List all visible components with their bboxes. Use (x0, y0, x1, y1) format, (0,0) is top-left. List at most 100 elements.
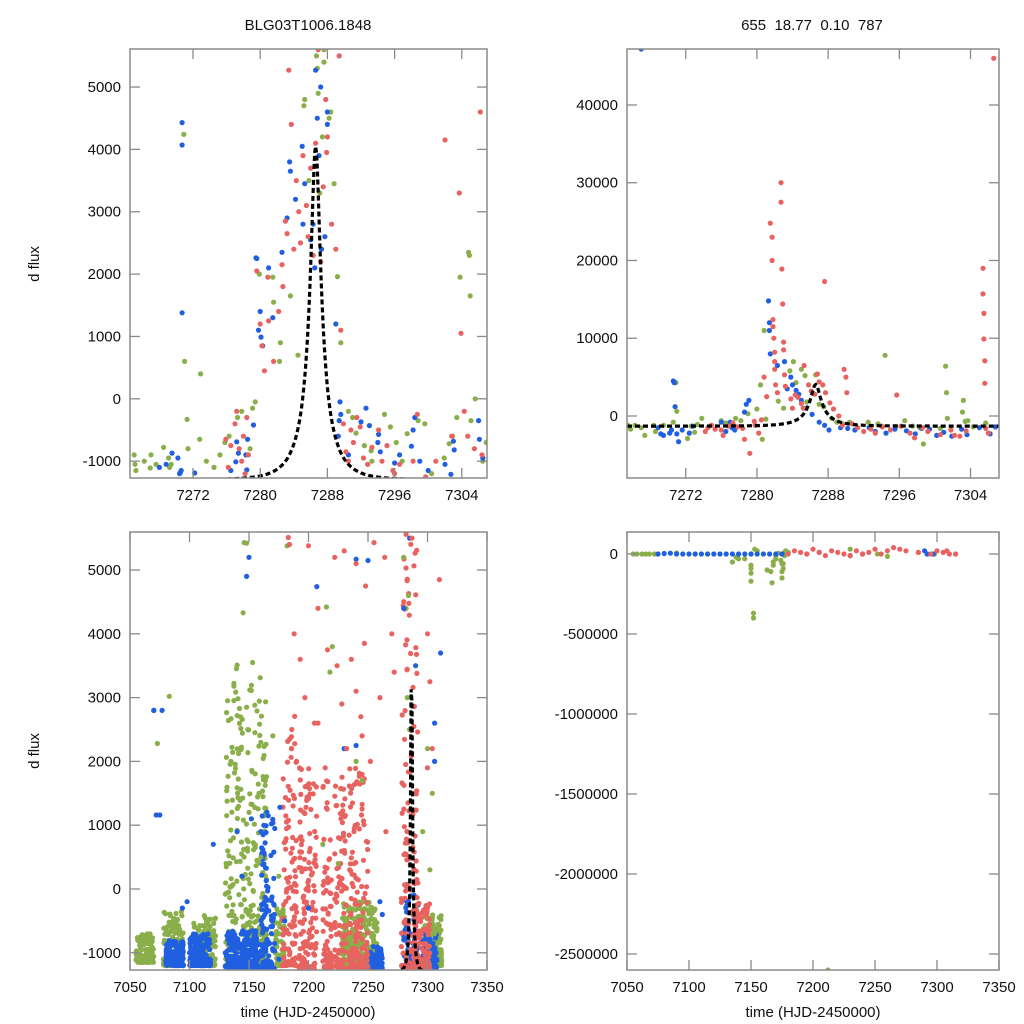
point-red (223, 436, 229, 442)
point-green (847, 546, 853, 552)
point-red (342, 812, 348, 819)
plot-frame (129, 48, 488, 479)
point-green (148, 941, 154, 947)
point-green (161, 444, 167, 450)
y-tick-label: 0 (113, 881, 121, 898)
point-blue (252, 928, 259, 934)
point-red (337, 836, 343, 842)
point-green (225, 698, 231, 704)
point-green (238, 725, 244, 732)
point-blue (230, 932, 237, 938)
point-red (816, 379, 822, 385)
point-green (262, 782, 268, 789)
point-blue (816, 419, 822, 425)
point-red (286, 931, 292, 937)
point-red (756, 430, 762, 436)
point-red (348, 855, 354, 861)
point-blue (392, 460, 398, 466)
point-green (256, 698, 262, 704)
x-tick-label: 7280 (244, 487, 277, 504)
point-green (466, 252, 472, 258)
point-red (414, 411, 420, 417)
point-red (356, 826, 362, 832)
point-blue (270, 315, 276, 321)
point-blue (263, 865, 269, 871)
y-tick-label: 0 (610, 546, 618, 563)
y-tick-label: -500000 (563, 626, 618, 643)
model-curve (185, 146, 446, 478)
point-red (982, 358, 988, 364)
xlabel-bottom-left: time (HJD-2450000) (240, 1004, 375, 1021)
point-green (132, 461, 138, 467)
point-green (768, 569, 774, 575)
point-red (413, 807, 419, 813)
point-red (303, 949, 309, 955)
x-tick-label: 7288 (811, 487, 844, 504)
point-green (738, 418, 744, 424)
point-blue (265, 897, 271, 903)
point-blue (234, 439, 240, 445)
point-blue (193, 960, 199, 966)
point-green (361, 443, 367, 449)
point-red (325, 910, 331, 916)
point-blue (271, 911, 277, 918)
point-blue (238, 949, 245, 956)
point-red (288, 746, 295, 752)
point-red (353, 781, 359, 787)
point-blue (177, 962, 183, 968)
point-green (230, 855, 236, 861)
point-blue (314, 584, 320, 590)
point-red (293, 178, 299, 184)
point-red (951, 432, 958, 438)
point-red (780, 301, 786, 307)
point-red (283, 836, 289, 842)
point-red (341, 548, 347, 554)
point-green (252, 702, 258, 708)
point-green (258, 713, 264, 719)
point-blue (312, 265, 318, 271)
point-red (336, 880, 342, 887)
point-green (230, 902, 236, 908)
point-red (397, 461, 403, 467)
point-green (350, 414, 356, 421)
point-red (320, 184, 326, 190)
point-red (404, 578, 410, 584)
point-red (418, 956, 424, 963)
point-red (718, 427, 724, 433)
point-red (291, 795, 297, 802)
point-red (279, 262, 285, 268)
point-red (336, 947, 343, 954)
point-red (244, 414, 250, 421)
point-red (320, 783, 326, 790)
x-tick-label: 7200 (796, 979, 829, 996)
point-green (235, 790, 241, 796)
point-blue (164, 958, 170, 964)
point-blue (774, 362, 781, 369)
point-red (934, 548, 940, 554)
point-red (301, 809, 307, 816)
point-red (293, 904, 299, 910)
point-blue (433, 950, 439, 956)
point-blue (232, 945, 238, 951)
point-red (425, 932, 431, 938)
point-red (422, 949, 428, 955)
y-tick-label: -2500000 (555, 946, 618, 963)
point-red (306, 930, 312, 936)
point-red (305, 234, 311, 240)
point-red (982, 380, 988, 386)
point-green (254, 708, 260, 714)
point-blue (151, 707, 157, 714)
point-blue (660, 432, 667, 438)
point-red (297, 919, 303, 925)
point-green (750, 615, 757, 621)
point-green (198, 371, 204, 377)
point-blue (230, 956, 237, 962)
x-tick-label: 7100 (173, 979, 206, 996)
point-blue (170, 962, 177, 968)
point-green (226, 912, 232, 919)
point-red (300, 928, 306, 934)
point-green (223, 880, 229, 886)
point-red (302, 939, 308, 945)
point-blue (269, 923, 275, 930)
point-blue (333, 321, 339, 327)
